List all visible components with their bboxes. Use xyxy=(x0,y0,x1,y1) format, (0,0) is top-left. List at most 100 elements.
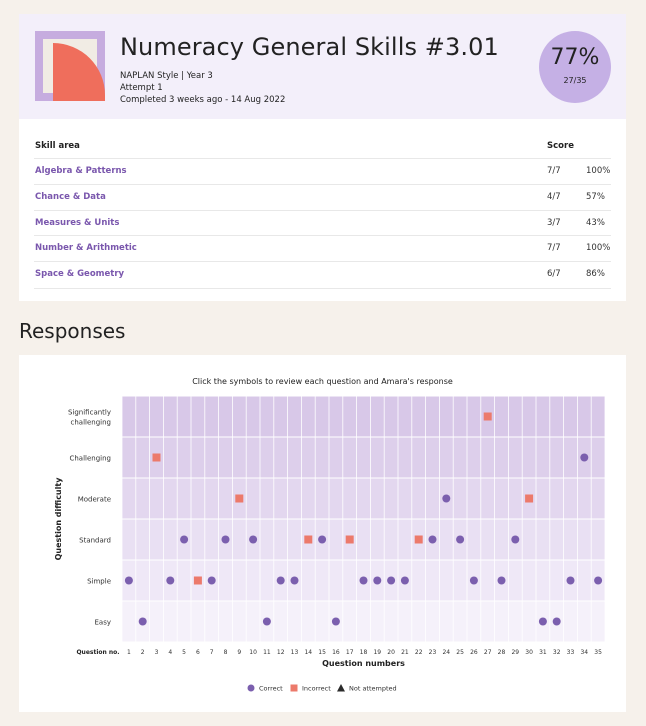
x-tick-label: 4 xyxy=(168,649,172,656)
x-tick-label: 11 xyxy=(263,649,271,656)
correct-response-marker[interactable] xyxy=(359,576,368,585)
legend-label: Not attempted xyxy=(349,685,397,693)
attempt-label: Attempt 1 xyxy=(120,83,163,93)
x-tick-label: 31 xyxy=(539,649,547,656)
incorrect-response-marker[interactable] xyxy=(235,494,244,503)
x-tick-label: 1 xyxy=(127,649,131,656)
skill-percent: 57% xyxy=(586,192,605,202)
x-tick-label: 12 xyxy=(277,649,285,656)
x-tick-label: 5 xyxy=(182,649,186,656)
skill-percent: 86% xyxy=(586,269,605,279)
skill-score: 6/7 xyxy=(547,269,561,279)
incorrect-response-marker[interactable] xyxy=(193,576,202,585)
legend-label: Correct xyxy=(259,685,283,693)
x-tick-label: 25 xyxy=(456,649,464,656)
correct-response-marker[interactable] xyxy=(138,617,147,626)
skill-link[interactable]: Measures & Units xyxy=(35,218,120,228)
skill-row[interactable]: Space & Geometry 6/7 86% xyxy=(34,261,611,289)
x-tick-label: 24 xyxy=(442,649,450,656)
x-tick-label: 22 xyxy=(415,649,423,656)
score-badge: 77% 27/35 xyxy=(539,31,611,103)
correct-response-marker[interactable] xyxy=(180,535,189,544)
x-tick-label: 14 xyxy=(304,649,312,656)
correct-response-marker[interactable] xyxy=(594,576,603,585)
x-tick-label: 29 xyxy=(511,649,519,656)
skill-score: 3/7 xyxy=(547,218,561,228)
x-tick-label: 34 xyxy=(580,649,588,656)
correct-response-marker[interactable] xyxy=(428,535,437,544)
incorrect-response-marker[interactable] xyxy=(304,535,313,544)
skill-link[interactable]: Number & Arithmetic xyxy=(35,243,137,253)
skill-percent: 100% xyxy=(586,166,611,176)
skill-score: 4/7 xyxy=(547,192,561,202)
correct-response-marker[interactable] xyxy=(580,453,589,462)
legend-correct-icon xyxy=(247,684,255,692)
y-tick-label: Easy xyxy=(94,619,111,627)
correct-response-marker[interactable] xyxy=(387,576,396,585)
x-row-label: Question no. xyxy=(76,649,119,656)
x-tick-label: 3 xyxy=(155,649,159,656)
incorrect-response-marker[interactable] xyxy=(414,535,423,544)
correct-response-marker[interactable] xyxy=(538,617,547,626)
correct-response-marker[interactable] xyxy=(262,617,271,626)
correct-response-marker[interactable] xyxy=(331,617,340,626)
correct-response-marker[interactable] xyxy=(469,576,478,585)
skill-link[interactable]: Chance & Data xyxy=(35,192,106,202)
x-tick-label: 27 xyxy=(484,649,492,656)
completed-date: Completed 3 weeks ago - 14 Aug 2022 xyxy=(120,95,286,105)
skill-percent: 43% xyxy=(586,218,605,228)
correct-response-marker[interactable] xyxy=(124,576,133,585)
x-tick-label: 6 xyxy=(196,649,200,656)
y-axis-label: Question difficulty xyxy=(54,477,63,561)
incorrect-response-marker[interactable] xyxy=(152,453,161,462)
correct-response-marker[interactable] xyxy=(511,535,520,544)
x-tick-label: 20 xyxy=(387,649,395,656)
x-tick-label: 18 xyxy=(360,649,368,656)
correct-response-marker[interactable] xyxy=(456,535,465,544)
summary-header: Numeracy General Skills #3.01 NAPLAN Sty… xyxy=(19,14,626,119)
quiz-title: Numeracy General Skills #3.01 xyxy=(120,33,499,61)
chart-caption: Click the symbols to review each questio… xyxy=(192,377,453,386)
skill-row[interactable]: Algebra & Patterns 7/7 100% xyxy=(34,158,611,185)
correct-response-marker[interactable] xyxy=(318,535,327,544)
correct-response-marker[interactable] xyxy=(552,617,561,626)
difficulty-band xyxy=(122,396,605,437)
incorrect-response-marker[interactable] xyxy=(483,412,492,421)
correct-response-marker[interactable] xyxy=(566,576,575,585)
y-tick-label: challenging xyxy=(71,419,111,427)
x-tick-label: 15 xyxy=(318,649,326,656)
skill-row[interactable]: Chance & Data 4/7 57% xyxy=(34,184,611,211)
incorrect-response-marker[interactable] xyxy=(525,494,534,503)
correct-response-marker[interactable] xyxy=(166,576,175,585)
correct-response-marker[interactable] xyxy=(400,576,409,585)
x-tick-label: 21 xyxy=(401,649,409,656)
correct-response-marker[interactable] xyxy=(442,494,451,503)
x-tick-label: 28 xyxy=(498,649,506,656)
skill-score: 7/7 xyxy=(547,166,561,176)
x-tick-label: 32 xyxy=(553,649,561,656)
correct-response-marker[interactable] xyxy=(207,576,216,585)
correct-response-marker[interactable] xyxy=(290,576,299,585)
correct-response-marker[interactable] xyxy=(276,576,285,585)
skill-row[interactable]: Number & Arithmetic 7/7 100% xyxy=(34,235,611,262)
x-tick-label: 23 xyxy=(429,649,437,656)
y-tick-label: Simple xyxy=(87,578,111,586)
correct-response-marker[interactable] xyxy=(497,576,506,585)
legend-not-attempted-icon xyxy=(337,684,345,692)
x-tick-label: 16 xyxy=(332,649,340,656)
x-tick-label: 10 xyxy=(249,649,257,656)
incorrect-response-marker[interactable] xyxy=(345,535,354,544)
quiz-thumbnail-icon xyxy=(35,31,105,101)
responses-heading: Responses xyxy=(19,319,126,343)
skill-link[interactable]: Algebra & Patterns xyxy=(35,166,127,176)
y-tick-label: Standard xyxy=(79,537,111,545)
skill-link[interactable]: Space & Geometry xyxy=(35,269,125,279)
x-tick-label: 7 xyxy=(210,649,214,656)
correct-response-marker[interactable] xyxy=(221,535,230,544)
correct-response-marker[interactable] xyxy=(249,535,258,544)
x-tick-label: 35 xyxy=(594,649,602,656)
correct-response-marker[interactable] xyxy=(373,576,382,585)
legend-incorrect-icon xyxy=(290,684,298,692)
responses-card: Click the symbols to review each questio… xyxy=(19,355,626,712)
skill-row[interactable]: Measures & Units 3/7 43% xyxy=(34,210,611,237)
